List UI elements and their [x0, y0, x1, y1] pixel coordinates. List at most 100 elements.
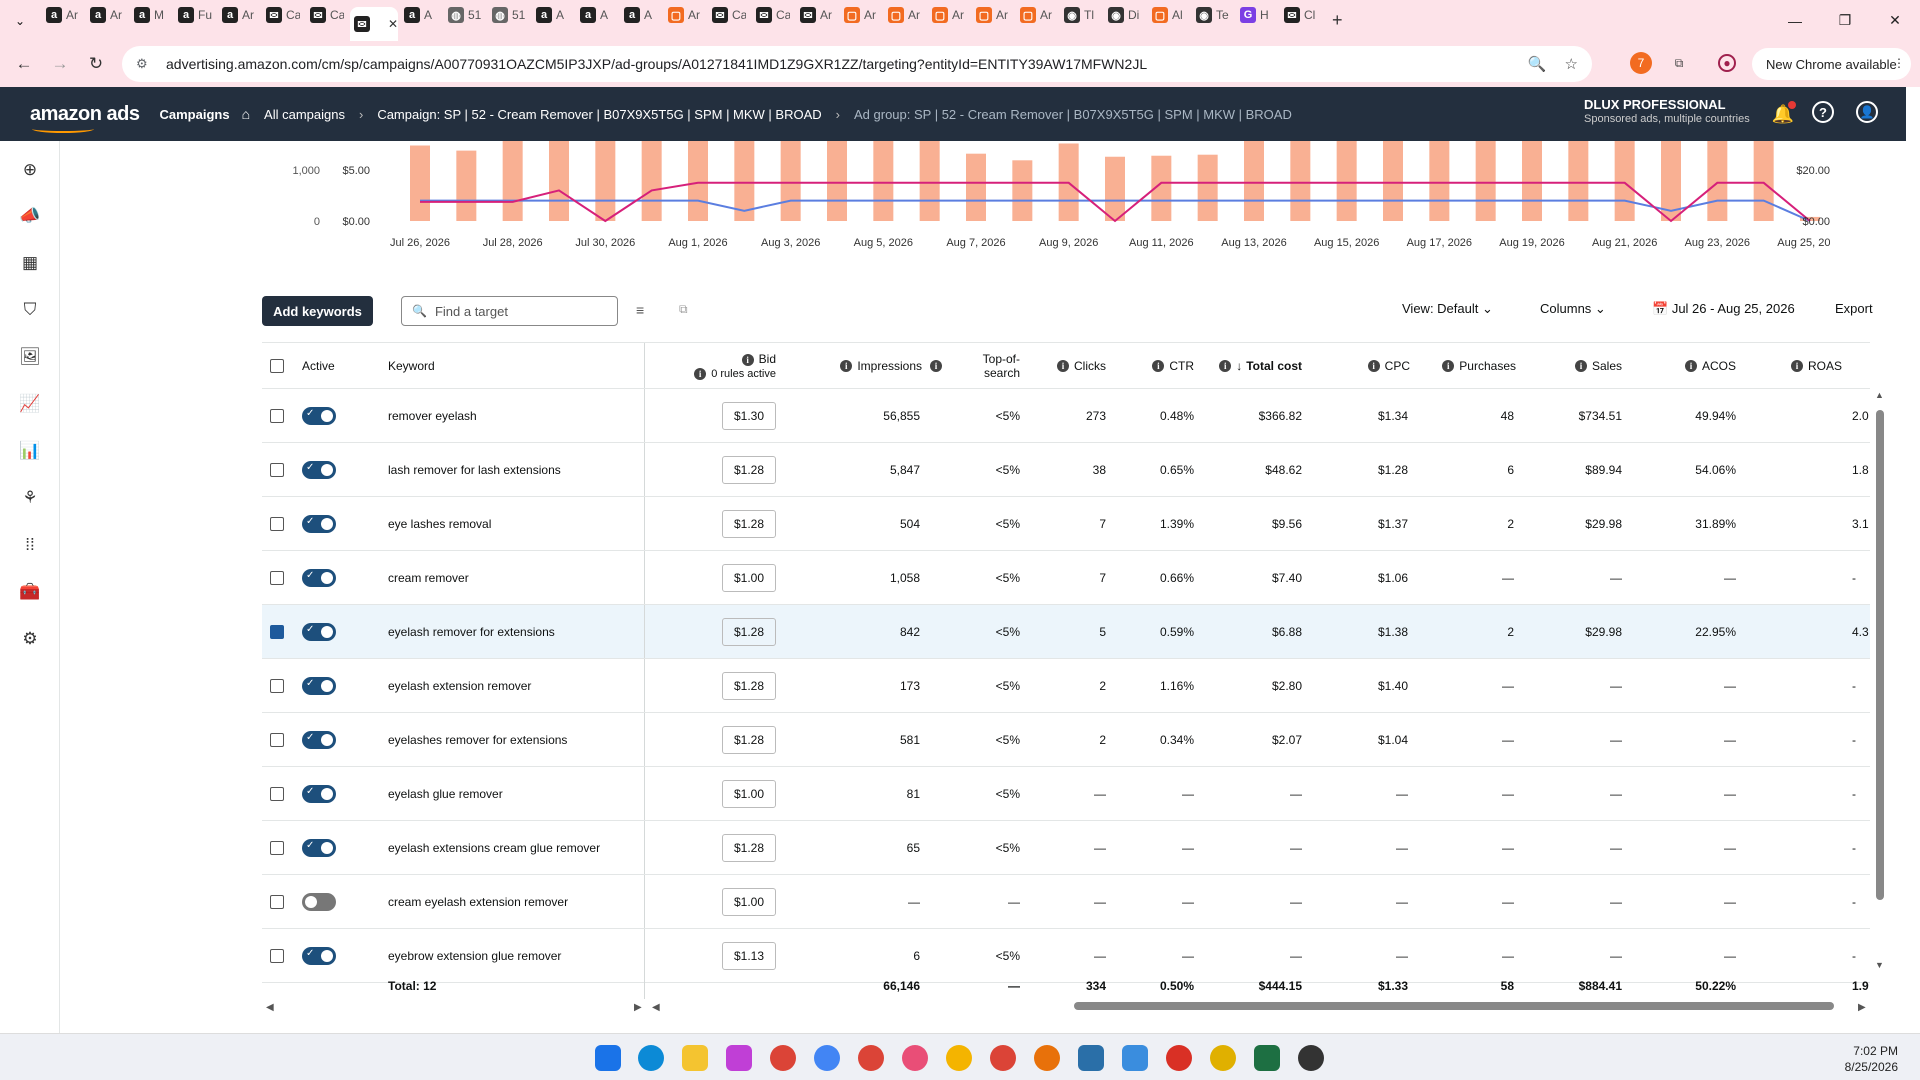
chrome-icon[interactable] — [770, 1045, 796, 1071]
breadcrumb-all-campaigns[interactable]: All campaigns — [264, 106, 345, 122]
columns-dropdown[interactable]: Columns ⌄ — [1540, 301, 1606, 317]
active-toggle[interactable] — [302, 460, 336, 479]
system-clock[interactable]: 7:02 PM 8/25/2026 — [1845, 1043, 1898, 1075]
account-switcher[interactable]: DLUX PROFESSIONAL Sponsored ads, multipl… — [1584, 98, 1750, 126]
bid-input[interactable]: $1.28 — [722, 833, 776, 862]
browser-tab[interactable]: ◍ 51 — [488, 0, 530, 30]
breadcrumb-campaign[interactable]: Campaign: SP | 52 - Cream Remover | B07X… — [377, 106, 822, 122]
bid-input[interactable]: $1.28 — [722, 455, 776, 484]
extensions-puzzle-icon[interactable]: ⧉ — [1674, 55, 1684, 70]
snipping-tool-icon[interactable] — [726, 1045, 752, 1071]
campaigns-megaphone-icon[interactable]: 📣 — [19, 206, 41, 225]
info-icon[interactable]: i — [1442, 359, 1455, 372]
tab-search-icon[interactable]: ⌄ — [14, 13, 26, 28]
filter-icon[interactable]: ≡ — [636, 302, 645, 318]
browser-tab[interactable]: ▢ Ar — [840, 0, 882, 30]
tools-icon[interactable]: 🧰 — [19, 582, 41, 601]
creative-icon[interactable]: 🖼 — [19, 347, 41, 366]
nav-campaigns[interactable]: Campaigns — [159, 106, 230, 122]
extension-icon[interactable]: 7 — [1630, 52, 1652, 74]
forward-icon[interactable]: → — [51, 54, 69, 73]
row-checkbox[interactable] — [270, 786, 284, 801]
chat-icon[interactable] — [1210, 1045, 1236, 1071]
browser-tab[interactable]: a Ar — [42, 0, 84, 30]
row-checkbox[interactable] — [270, 624, 284, 639]
bookmark-star-icon[interactable]: ☆ — [1564, 56, 1578, 73]
row-checkbox[interactable] — [270, 408, 284, 423]
site-info-icon[interactable]: ⚙ — [136, 56, 148, 71]
active-toggle[interactable] — [302, 784, 336, 803]
bid-input[interactable]: $1.28 — [722, 671, 776, 700]
browser-tab[interactable]: ◉ Di — [1104, 0, 1146, 30]
new-tab-button[interactable]: + — [1332, 10, 1343, 30]
info-icon[interactable]: i — [741, 354, 754, 366]
new-chrome-available-button[interactable]: New Chrome available — [1752, 48, 1911, 80]
browser-tab[interactable]: ◉ Te — [1192, 0, 1234, 30]
chrome-icon[interactable] — [1034, 1045, 1060, 1071]
select-all-checkbox[interactable] — [270, 358, 284, 373]
info-icon[interactable]: i — [840, 359, 853, 372]
connections-icon[interactable]: ⚘ — [22, 488, 38, 507]
browser-tab[interactable]: a Fu — [174, 0, 216, 30]
row-checkbox[interactable] — [270, 894, 284, 909]
browser-tab[interactable]: ▢ Ar — [664, 0, 706, 30]
find-target-input[interactable]: 🔍 Find a target — [401, 296, 618, 326]
info-icon[interactable]: i — [1790, 359, 1803, 372]
active-toggle[interactable] — [302, 568, 336, 587]
back-icon[interactable]: ← — [15, 54, 33, 73]
bid-input[interactable]: $1.28 — [722, 509, 776, 538]
chrome-icon[interactable] — [946, 1045, 972, 1071]
bid-input[interactable]: $1.00 — [722, 887, 776, 916]
info-icon[interactable]: i — [1219, 359, 1232, 372]
info-icon[interactable]: i — [1152, 359, 1165, 372]
bell-icon[interactable]: 🔔 — [1770, 101, 1796, 127]
media-player-icon[interactable] — [1298, 1045, 1324, 1071]
close-window-icon[interactable]: ✕ — [1889, 12, 1901, 28]
col-cpc[interactable]: i CPC — [1322, 343, 1410, 388]
row-checkbox[interactable] — [270, 678, 284, 693]
notepad-icon[interactable] — [1122, 1045, 1148, 1071]
col-keyword[interactable]: Keyword — [388, 358, 435, 373]
col-clicks[interactable]: i Clicks — [1042, 343, 1106, 388]
browser-tab[interactable]: ✉ Ca — [306, 0, 348, 30]
edge-icon[interactable] — [638, 1045, 664, 1071]
col-roas[interactable]: i ROAS — [1742, 343, 1842, 388]
row-checkbox[interactable] — [270, 462, 284, 477]
file-explorer-icon[interactable] — [682, 1045, 708, 1071]
bid-input[interactable]: $1.28 — [722, 617, 776, 646]
browser-tab[interactable]: ▢ Ar — [1016, 0, 1058, 30]
bid-input[interactable]: $1.00 — [722, 563, 776, 592]
chrome-icon[interactable] — [814, 1045, 840, 1071]
col-total-cost[interactable]: i ↓ Total cost — [1202, 343, 1302, 388]
col-impressions[interactable]: i Impressions — [802, 343, 922, 388]
active-toggle[interactable] — [302, 676, 336, 695]
chrome-icon[interactable] — [1166, 1045, 1192, 1071]
chrome-menu-icon[interactable]: ⋮ — [1893, 56, 1905, 70]
active-toggle[interactable] — [302, 946, 336, 965]
vertical-scrollbar[interactable]: ▲ ▼ — [1874, 390, 1886, 970]
row-checkbox[interactable] — [270, 570, 284, 585]
row-checkbox[interactable] — [270, 732, 284, 747]
create-icon[interactable]: ⊕ — [22, 160, 38, 179]
browser-tab[interactable]: ▢ Ar — [884, 0, 926, 30]
minimize-icon[interactable]: — — [1788, 12, 1802, 29]
browser-tab[interactable]: ✉ Ar — [796, 0, 838, 30]
reload-icon[interactable]: ↻ — [88, 54, 104, 73]
amazon-ads-logo[interactable]: amazon ads — [30, 103, 140, 133]
profile-icon[interactable]: ● — [1718, 54, 1736, 72]
close-tab-icon[interactable]: ✕ — [387, 17, 398, 31]
date-range-picker[interactable]: 📅 Jul 26 - Aug 25, 2026 — [1652, 301, 1795, 317]
row-checkbox[interactable] — [270, 948, 284, 963]
chrome-icon[interactable] — [902, 1045, 928, 1071]
info-icon[interactable]: i — [1057, 359, 1069, 372]
info-icon[interactable]: i — [1684, 359, 1697, 372]
bid-input[interactable]: $1.30 — [722, 401, 776, 430]
active-toggle[interactable] — [302, 892, 336, 911]
zoom-icon[interactable]: 🔍 — [1527, 56, 1547, 73]
windows-start-icon[interactable] — [595, 1045, 621, 1071]
